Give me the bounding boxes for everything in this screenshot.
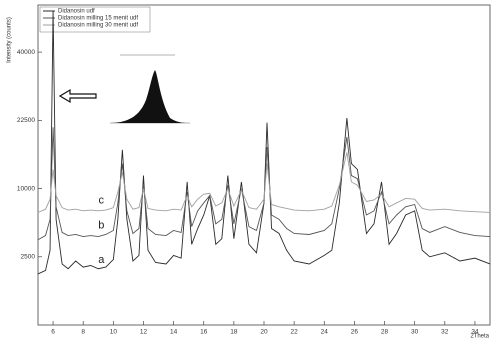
x-tick-label: 32 — [441, 329, 449, 336]
legend-label: Didanosin udf — [58, 9, 95, 15]
x-tick-label: 30 — [411, 329, 419, 336]
legend-box — [39, 6, 151, 33]
x-tick-label: 24 — [321, 329, 329, 336]
annotation: a — [98, 254, 105, 266]
annotation: b — [98, 219, 104, 231]
series-line — [37, 152, 491, 213]
x-tick-label: 28 — [381, 329, 389, 336]
y-tick-label: 40000 — [17, 49, 35, 56]
x-tick-label: 26 — [351, 329, 359, 336]
x-tick-label: 8 — [81, 329, 85, 336]
arrow — [58, 88, 97, 104]
series-line — [37, 10, 491, 275]
x-tick-label: 22 — [291, 329, 299, 336]
y-tick-label: 2500 — [21, 253, 36, 260]
series-line — [37, 127, 491, 241]
x-tick-label: 12 — [140, 329, 148, 336]
inset — [58, 54, 190, 124]
y-tick-label: 10000 — [17, 185, 35, 192]
x-tick-label: 18 — [230, 329, 238, 336]
legend-label: Didanosin milling 30 menit udf — [58, 23, 138, 29]
plot-frame — [37, 4, 491, 326]
x-tick-label: 14 — [170, 329, 178, 336]
x-tick-label: 6 — [51, 329, 55, 336]
x-tick-label: 20 — [260, 329, 268, 336]
y-tick-label: 22500 — [17, 117, 35, 124]
x-axis-label: 2Theta — [470, 334, 489, 340]
x-tick-label: 16 — [200, 329, 208, 336]
x-tick-label: 34 — [471, 329, 479, 336]
annotation: c — [99, 194, 105, 206]
x-tick-label: 10 — [110, 329, 118, 336]
y-axis-label: Intensity (counts) — [7, 17, 13, 63]
inset-peak — [112, 70, 188, 123]
legend-label: Didanosin milling 15 menit udf — [58, 16, 138, 22]
